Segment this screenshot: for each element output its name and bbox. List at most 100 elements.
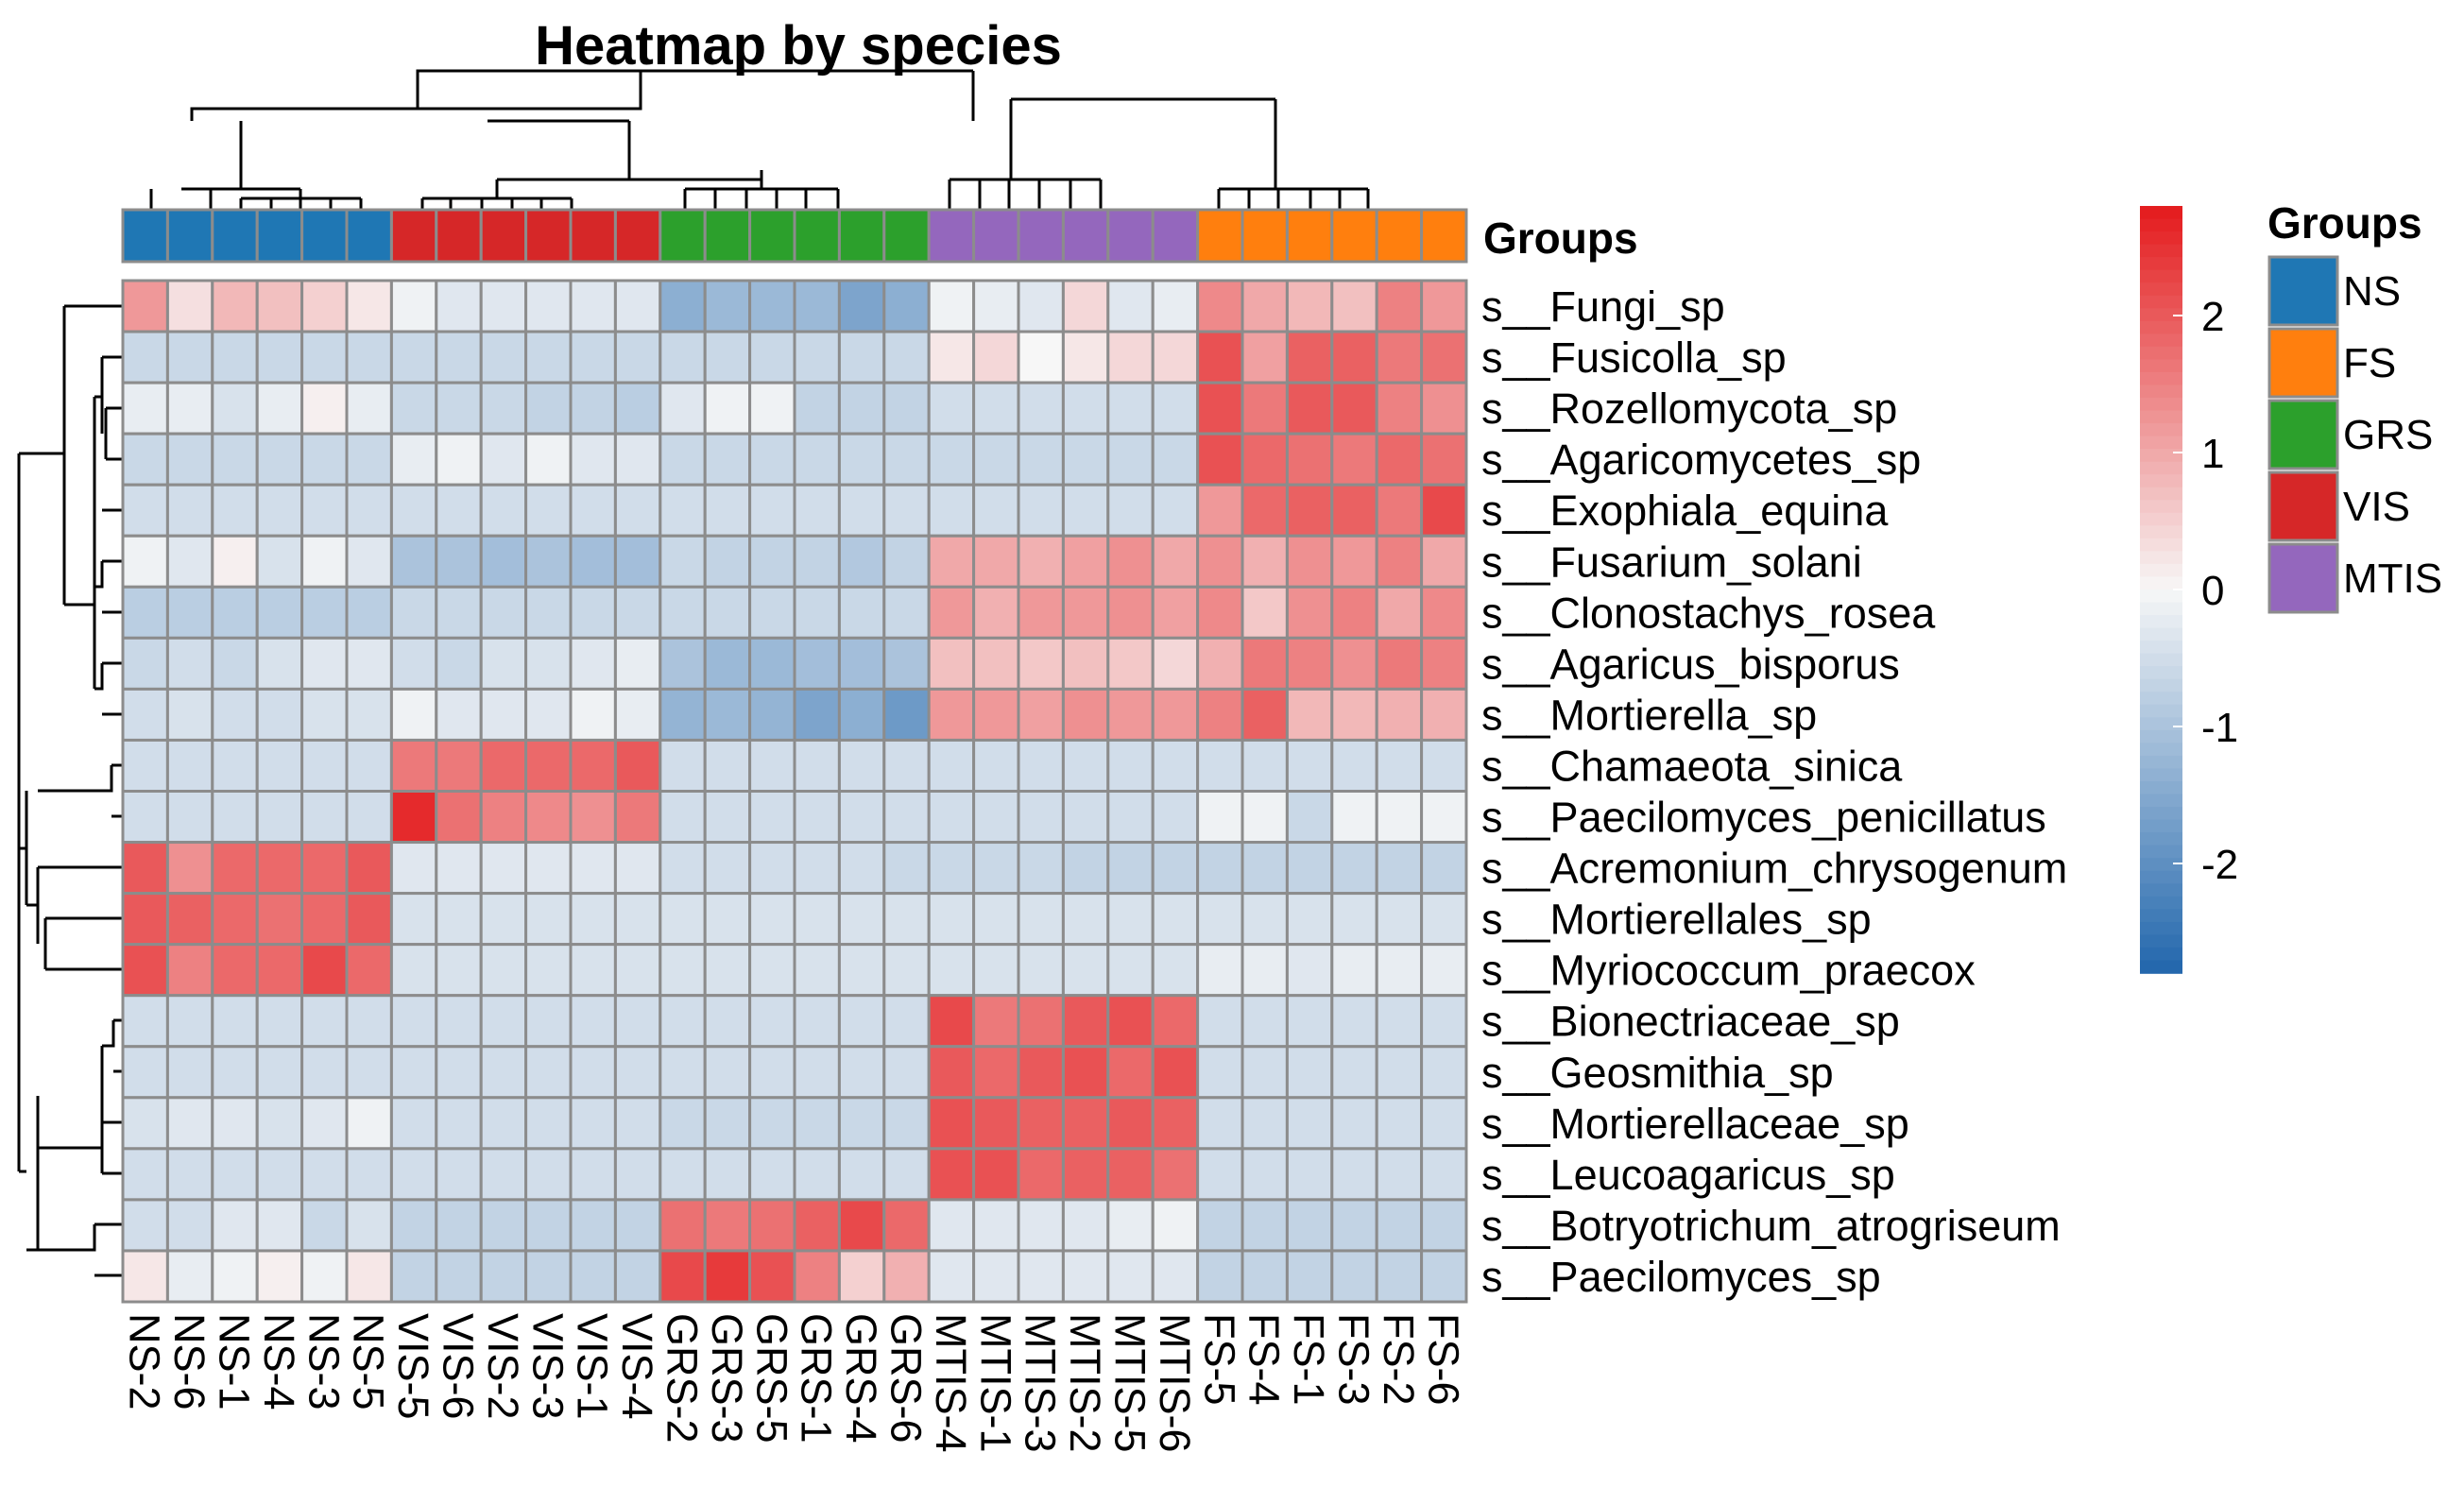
column-label: VIS-3 bbox=[523, 1313, 572, 1420]
row-label: s__Exophiala_equina bbox=[1481, 487, 1889, 535]
heatmap-cell bbox=[165, 1045, 214, 1100]
heatmap-cell bbox=[569, 790, 617, 845]
heatmap-cell bbox=[613, 330, 662, 385]
heatmap-cell bbox=[1151, 279, 1200, 333]
heatmap-cell bbox=[1106, 841, 1155, 896]
row-labels: s__Fungi_sps__Fusicolla_sps__Rozellomyco… bbox=[1481, 282, 2067, 1301]
heatmap-cell bbox=[569, 1147, 617, 1202]
heatmap-cell bbox=[1420, 943, 1468, 998]
heatmap-cell bbox=[1061, 687, 1110, 742]
heatmap-cell bbox=[793, 381, 841, 436]
heatmap-cell bbox=[345, 1096, 393, 1151]
heatmap-cell bbox=[972, 381, 1020, 436]
heatmap-cell bbox=[1106, 687, 1155, 742]
heatmap-cell bbox=[1017, 432, 1065, 487]
heatmap-cell bbox=[300, 943, 349, 998]
heatmap-cell bbox=[1241, 381, 1289, 436]
heatmap-cell bbox=[703, 1147, 752, 1202]
heatmap-cell bbox=[1420, 1198, 1468, 1253]
heatmap-cell bbox=[703, 790, 752, 845]
heatmap-cell bbox=[1420, 1249, 1468, 1304]
heatmap-cell bbox=[613, 943, 662, 998]
group-annotation-row bbox=[121, 208, 1468, 264]
annotation-cell bbox=[1241, 208, 1289, 264]
heatmap-cell bbox=[1330, 738, 1378, 794]
colorbar-segment bbox=[2140, 423, 2182, 437]
heatmap-cell bbox=[389, 483, 438, 538]
row-label: s__Paecilomyces_sp bbox=[1481, 1253, 1881, 1301]
heatmap-cell bbox=[569, 636, 617, 691]
colorbar-segment bbox=[2140, 755, 2182, 770]
colorbar-segment bbox=[2140, 666, 2182, 680]
heatmap-cell bbox=[1017, 994, 1065, 1049]
heatmap-cell bbox=[748, 738, 796, 794]
colorbar-tick-label: 2 bbox=[2201, 294, 2224, 340]
heatmap-cell bbox=[1151, 381, 1200, 436]
colorbar-segment bbox=[2140, 359, 2182, 373]
heatmap-cell bbox=[1285, 841, 1334, 896]
column-label: NS-3 bbox=[299, 1313, 348, 1410]
heatmap-cell bbox=[1196, 1198, 1244, 1253]
heatmap-cell bbox=[121, 636, 169, 691]
colorbar-segment bbox=[2140, 487, 2182, 502]
heatmap-cell bbox=[121, 1147, 169, 1202]
heatmap-cell bbox=[613, 534, 662, 589]
heatmap-cell bbox=[927, 1198, 976, 1253]
heatmap-cell bbox=[165, 381, 214, 436]
colorbar-segment bbox=[2140, 525, 2182, 539]
heatmap-cell bbox=[703, 381, 752, 436]
colorbar-segment bbox=[2140, 768, 2182, 782]
heatmap-cell bbox=[613, 1096, 662, 1151]
heatmap-cell bbox=[255, 1045, 304, 1100]
heatmap-cell bbox=[748, 994, 796, 1049]
heatmap-cell bbox=[1151, 432, 1200, 487]
heatmap-cell bbox=[1196, 738, 1244, 794]
heatmap-cell bbox=[927, 432, 976, 487]
heatmap-cell bbox=[1375, 381, 1424, 436]
heatmap-cell bbox=[1061, 585, 1110, 640]
heatmap-cell bbox=[882, 636, 931, 691]
heatmap-cell bbox=[1375, 892, 1424, 947]
heatmap-cell bbox=[748, 534, 796, 589]
row-label: s__Mortierellales_sp bbox=[1481, 896, 1872, 944]
heatmap-cell bbox=[1061, 943, 1110, 998]
heatmap-cell bbox=[300, 738, 349, 794]
colorbar-segment bbox=[2140, 921, 2182, 936]
heatmap-cell bbox=[435, 943, 483, 998]
column-label: GRS-1 bbox=[793, 1313, 841, 1444]
heatmap-cell bbox=[569, 279, 617, 333]
heatmap-cell bbox=[659, 279, 707, 333]
col-dendro-fs bbox=[1011, 97, 1370, 213]
annotation-cell bbox=[1106, 208, 1155, 264]
heatmap-cell bbox=[972, 841, 1020, 896]
heatmap-cell bbox=[435, 585, 483, 640]
heatmap-cell bbox=[972, 1249, 1020, 1304]
heatmap-cell bbox=[1330, 892, 1378, 947]
heatmap-cell bbox=[389, 534, 438, 589]
heatmap-cell bbox=[972, 1147, 1020, 1202]
heatmap-cell bbox=[882, 483, 931, 538]
heatmap-cell bbox=[882, 790, 931, 845]
heatmap-cell bbox=[211, 585, 259, 640]
heatmap-cell bbox=[1241, 1198, 1289, 1253]
heatmap-cell bbox=[613, 381, 662, 436]
heatmap-cell bbox=[703, 432, 752, 487]
colorbar-segment bbox=[2140, 934, 2182, 949]
heatmap-cell bbox=[1017, 534, 1065, 589]
heatmap-cell bbox=[1285, 687, 1334, 742]
annotation-cell bbox=[748, 208, 796, 264]
heatmap-cell bbox=[524, 1096, 573, 1151]
heatmap-cell bbox=[479, 994, 528, 1049]
column-label: NS-4 bbox=[255, 1313, 303, 1410]
heatmap-cell bbox=[524, 432, 573, 487]
heatmap-cell bbox=[1375, 279, 1424, 333]
heatmap-cell bbox=[300, 892, 349, 947]
heatmap-cell bbox=[659, 330, 707, 385]
heatmap-cell bbox=[703, 994, 752, 1049]
column-label: NS-1 bbox=[211, 1313, 259, 1410]
heatmap-cell bbox=[569, 943, 617, 998]
heatmap-cell bbox=[1375, 636, 1424, 691]
heatmap-cell bbox=[121, 432, 169, 487]
heatmap-cell bbox=[389, 1147, 438, 1202]
heatmap-cell bbox=[1241, 279, 1289, 333]
